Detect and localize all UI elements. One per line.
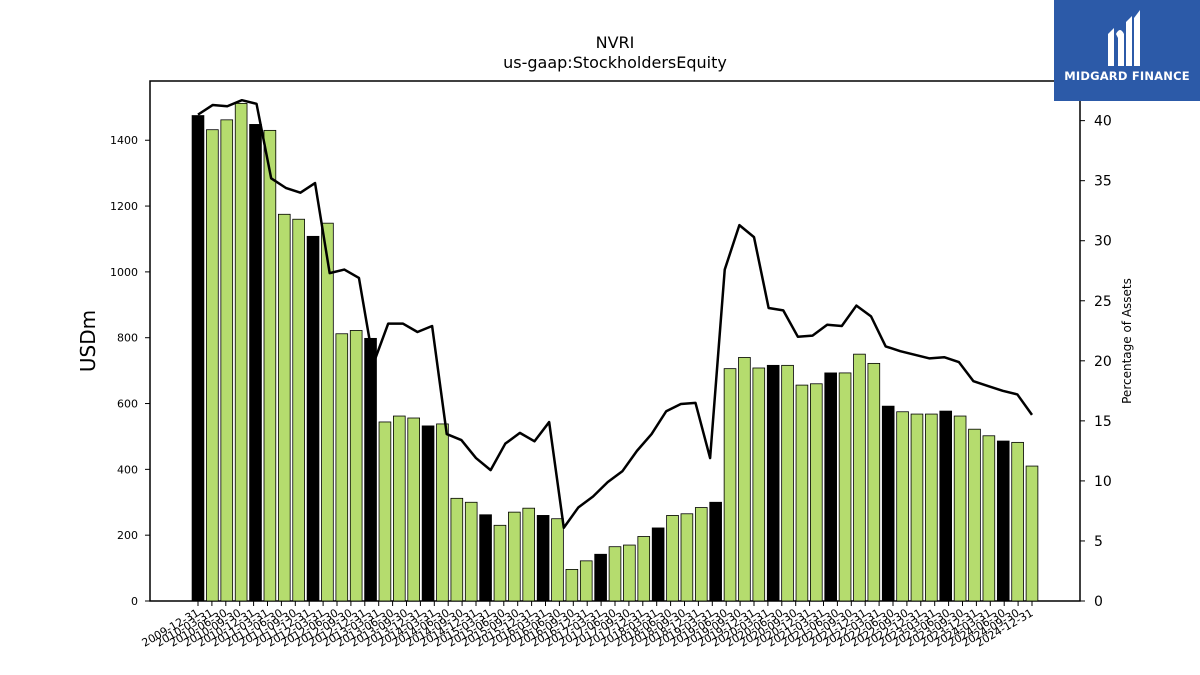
y2-tick-label: 5 [1094,534,1103,550]
bar [824,372,837,602]
bar [579,560,593,602]
bar [249,124,262,602]
bar [335,333,349,602]
bar [594,553,607,602]
y2-tick-label: 20 [1094,354,1112,370]
y-axis: 0 200 400 600 800 1000 1200 1400 [110,134,150,608]
bar [508,511,521,602]
bar [738,357,751,602]
percentage-line [197,98,1034,529]
bar [421,425,435,602]
y-tick-label: 0 [131,595,138,608]
logo-text: MIDGARD FINANCE [1064,69,1190,83]
bar [752,367,766,602]
bar [292,218,305,602]
bar [810,383,823,602]
y2-tick-label: 35 [1094,174,1112,190]
bar [464,501,478,602]
y-tick-label: 600 [117,398,138,411]
bar [234,102,248,602]
bar [637,536,651,602]
y2-tick-label: 0 [1094,594,1103,610]
bar [968,428,981,602]
y2-tick-label: 30 [1094,234,1112,250]
y2-axis: 0 5 10 15 20 25 30 35 40 [1080,114,1112,610]
bar [795,384,809,602]
bar [479,514,492,602]
bar [493,524,507,602]
bar [910,413,924,602]
y-axis-label: USDm [76,310,100,372]
bar [436,423,449,602]
bar [925,413,938,602]
bar [781,364,794,602]
bar [522,507,536,602]
bar [896,411,909,602]
bar [206,129,219,602]
midgard-logo: MIDGARD FINANCE [1054,0,1200,101]
bar [881,405,895,602]
bar [766,364,780,602]
y-tick-label: 1000 [110,266,138,279]
bar [723,368,737,602]
bar [191,115,205,602]
bar [608,546,622,602]
bar [867,362,881,602]
midgard-logo-icon [1108,10,1140,66]
line-group [197,98,1034,529]
bar [680,513,694,602]
chart-subtitle: us-gaap:StockholdersEquity [503,53,727,72]
bar [277,213,291,602]
y2-tick-label: 25 [1094,294,1112,310]
y2-tick-label: 15 [1094,414,1112,430]
bar [939,410,953,602]
bar [666,515,679,602]
bar [1011,441,1024,602]
bar [378,421,392,602]
bars-group [191,102,1039,602]
bar [623,544,636,602]
bar [1025,465,1039,602]
y2-tick-label: 10 [1094,474,1112,490]
bar [306,235,320,602]
y-tick-label: 1200 [110,200,138,213]
bar [364,337,377,602]
bar [651,527,665,602]
bar [321,222,334,602]
bar [982,435,996,602]
x-axis: 2009-12-312010-03-312010-06-302010-09-30… [140,601,1036,650]
bar [551,518,564,602]
bar [220,119,234,602]
bar [263,129,277,602]
y-tick-label: 1400 [110,134,138,147]
bar [709,501,722,602]
bar [407,417,420,602]
y-tick-label: 400 [117,463,138,476]
y-tick-label: 800 [117,332,138,345]
y2-tick-label: 40 [1094,114,1112,130]
bar [536,515,550,602]
bar [996,440,1010,602]
bar [393,415,406,602]
bar [853,353,866,602]
bar [450,497,464,602]
y2-axis-label: Percentage of Assets [1120,278,1134,404]
bar [953,415,967,602]
chart-title: NVRI [596,33,635,52]
bar [349,330,363,602]
y-tick-label: 200 [117,529,138,542]
bar [565,569,579,602]
bar [838,372,852,602]
bar [694,507,708,602]
